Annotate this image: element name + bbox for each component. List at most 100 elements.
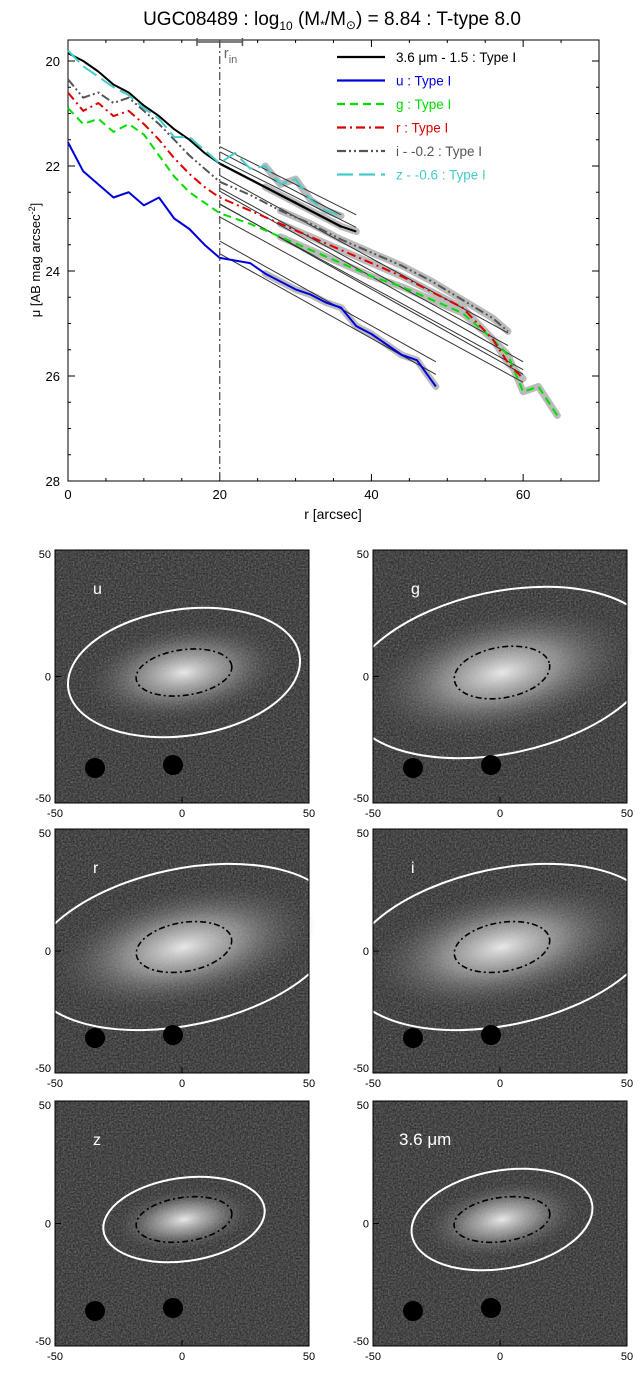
panel-y-tick-label: -50 <box>35 1063 51 1075</box>
image-panel: r -50 0 50 50 0 -50 <box>28 828 340 1090</box>
y-tick-label: 22 <box>46 159 60 174</box>
y-tick-label: 20 <box>46 54 60 69</box>
r-in-main: r <box>224 45 229 62</box>
x-tick-label: 20 <box>212 487 226 502</box>
y-tick-label: 26 <box>46 369 60 384</box>
fit-line <box>219 158 357 228</box>
y-tick-label: 24 <box>46 264 60 279</box>
y-axis-ticks: 20 22 24 26 28 <box>46 54 599 489</box>
panel-x-tick-label: 0 <box>497 1351 503 1363</box>
panel-band-label: 3.6 μm <box>399 1130 451 1149</box>
image-panel: u -50 0 50 50 0 -50 <box>35 549 315 820</box>
inner-ellipse <box>135 920 233 974</box>
image-panel: i -50 0 50 50 0 -50 <box>346 828 639 1090</box>
mask-circle <box>481 1025 501 1045</box>
series-line <box>67 107 559 416</box>
series-line <box>67 49 342 217</box>
x-tick-label: 40 <box>364 487 378 502</box>
outer-ellipse <box>410 1167 594 1272</box>
panel-y-tick-label: -50 <box>353 1336 369 1348</box>
fit-line <box>219 240 437 363</box>
mask-circle <box>481 1298 501 1318</box>
panel-x-tick-label: -50 <box>365 1078 381 1090</box>
r-in-sub: in <box>229 54 238 66</box>
y-axis-label-end: ] <box>28 203 43 207</box>
outer-ellipse <box>346 585 639 760</box>
panel-band-label: r <box>93 860 99 877</box>
image-panels: u -50 0 50 50 0 -50 g -50 0 50 50 0 -50 r -50 0 50 50 0 -50 i… <box>28 549 639 1363</box>
panel-band-label: g <box>411 581 420 598</box>
y-axis-label-main: μ [AB mag arcsec <box>28 214 43 317</box>
panel-y-tick-label: 50 <box>357 549 369 561</box>
title-star: * <box>320 18 325 32</box>
legend-label: g : Type I <box>396 97 451 112</box>
inner-ellipse <box>453 920 551 974</box>
panel-y-tick-label: 50 <box>357 828 369 840</box>
panel-x-tick-label: -50 <box>365 1351 381 1363</box>
legend: 3.6 μm - 1.5 : Type I u : Type I g : Type … <box>337 50 516 183</box>
panel-y-tick-label: 50 <box>39 828 51 840</box>
outer-ellipse <box>28 862 340 1032</box>
title-rest: ) = 8.84 : T-type 8.0 <box>356 9 521 30</box>
x-axis-ticks: 0 20 40 60 <box>64 40 562 502</box>
panel-y-tick-label: -50 <box>353 793 369 805</box>
legend-label: 3.6 μm - 1.5 : Type I <box>396 50 516 65</box>
inner-ellipse <box>135 648 233 697</box>
panel-x-tick-label: 50 <box>621 1078 633 1090</box>
mask-circle <box>163 755 183 775</box>
panel-x-tick-label: -50 <box>47 1351 63 1363</box>
panel-y-tick-label: 0 <box>363 672 369 684</box>
fit-line <box>219 146 357 216</box>
x-tick-label: 60 <box>516 487 530 502</box>
title-sun: ⊙ <box>346 18 356 32</box>
inner-ellipse <box>135 1195 233 1244</box>
series-line <box>67 141 437 388</box>
panel-x-tick-label: 0 <box>179 1351 185 1363</box>
series-lines <box>67 49 559 416</box>
y-tick-label: 28 <box>46 474 60 489</box>
legend-label: r : Type I <box>396 121 448 136</box>
panel-x-tick-label: -50 <box>47 808 63 820</box>
panel-y-tick-label: 50 <box>39 549 51 561</box>
fit-line <box>219 175 509 334</box>
mask-circle <box>163 1025 183 1045</box>
panel-x-tick-label: 50 <box>303 808 315 820</box>
panel-x-tick-label: 0 <box>179 1078 185 1090</box>
image-panel: g -50 0 50 50 0 -50 <box>346 549 639 820</box>
fit-line <box>219 203 524 375</box>
panel-band-label: i <box>411 860 415 877</box>
panel-x-tick-label: 50 <box>621 1351 633 1363</box>
fit-lines <box>219 146 524 383</box>
legend-label: i - -0.2 : Type I <box>396 144 482 159</box>
legend-label: u : Type I <box>396 74 451 89</box>
y-axis-label: μ [AB mag arcsec-2] <box>27 203 43 318</box>
panel-x-tick-label: 50 <box>303 1078 315 1090</box>
profile-plot: 0 20 40 60 20 22 24 26 28 rin 3.6 μm - 1.5 : Ty… <box>27 38 600 522</box>
mask-circle <box>85 1028 105 1048</box>
panel-y-tick-label: 0 <box>363 946 369 958</box>
title-log-sub: 10 <box>279 19 293 33</box>
title-slash-m: /M <box>325 9 346 30</box>
mask-circle <box>163 1298 183 1318</box>
outer-ellipse <box>102 1175 266 1264</box>
panel-y-tick-label: 0 <box>45 672 51 684</box>
panel-y-tick-label: -50 <box>35 1336 51 1348</box>
fit-line <box>219 216 524 383</box>
panel-y-tick-label: 0 <box>363 1219 369 1231</box>
galaxy-glow <box>115 1187 253 1252</box>
mask-circle <box>481 755 501 775</box>
r-in-label: rin <box>224 45 238 66</box>
fit-line <box>219 187 509 346</box>
title-mass: (M <box>293 9 320 30</box>
series-line <box>67 78 509 333</box>
outer-ellipse <box>66 606 302 739</box>
panel-y-tick-label: -50 <box>353 1063 369 1075</box>
title-galaxy: UGC08489 <box>143 9 238 30</box>
panel-y-tick-label: -50 <box>35 793 51 805</box>
mask-circle <box>403 1301 423 1321</box>
y-axis-label-sup: -2 <box>27 206 37 214</box>
panel-band-label: u <box>93 581 102 598</box>
error-band <box>276 233 561 419</box>
chart-title: UGC08489 : log10 (M*/M⊙) = 8.84 : T-type… <box>143 9 521 33</box>
panel-band-label: z <box>93 1132 101 1149</box>
